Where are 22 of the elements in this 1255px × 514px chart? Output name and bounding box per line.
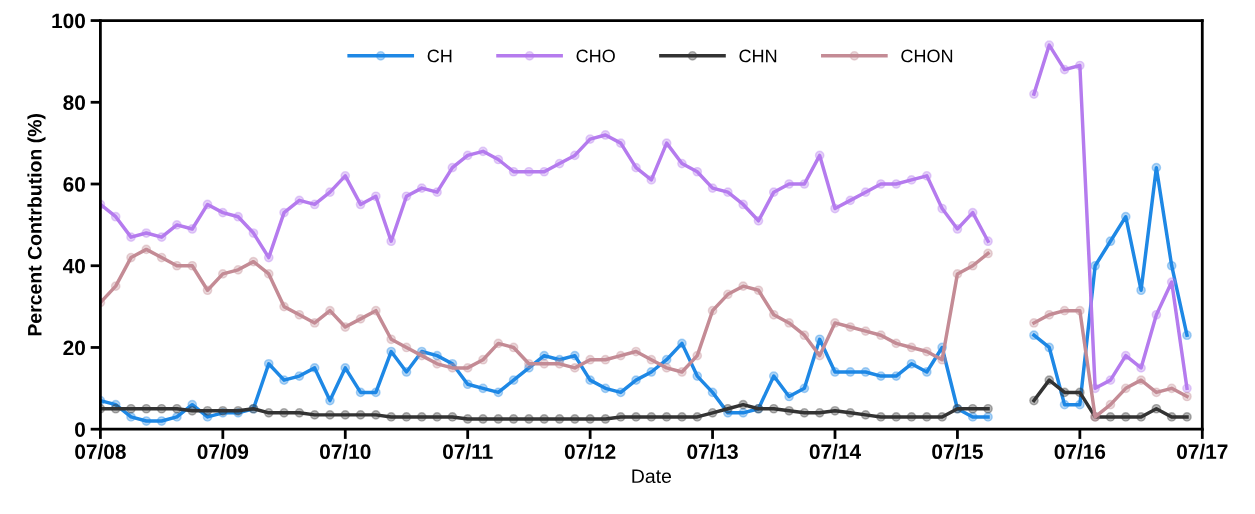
x-tick-label: 07/14	[809, 443, 861, 460]
legend-label: CH	[427, 49, 452, 63]
x-tick-label: 07/09	[197, 443, 249, 460]
x-tick-label: 07/10	[320, 443, 371, 460]
x-tick-label: 07/08	[75, 443, 126, 460]
y-axis-title: Percent Contrbution (%)	[27, 114, 46, 336]
x-tick-label: 07/16	[1054, 443, 1106, 460]
legend-label: CHON	[901, 49, 953, 63]
legend-label: CHO	[576, 49, 615, 63]
x-tick-label: 07/15	[932, 443, 983, 460]
legend-label: CHN	[739, 49, 777, 63]
y-tick-label: 40	[62, 258, 85, 274]
y-tick-label: 20	[63, 340, 85, 356]
x-axis-title: Date	[632, 469, 672, 484]
x-tick-label: 07/11	[443, 443, 493, 460]
x-tick-label: 07/12	[564, 443, 616, 460]
y-tick-label: 100	[52, 13, 85, 29]
x-tick-label: 07/13	[687, 443, 738, 460]
y-tick-label: 0	[75, 422, 85, 437]
y-tick-label: 60	[63, 177, 85, 192]
y-tick-label: 80	[63, 95, 85, 111]
x-tick-label: 07/17	[1177, 443, 1228, 460]
